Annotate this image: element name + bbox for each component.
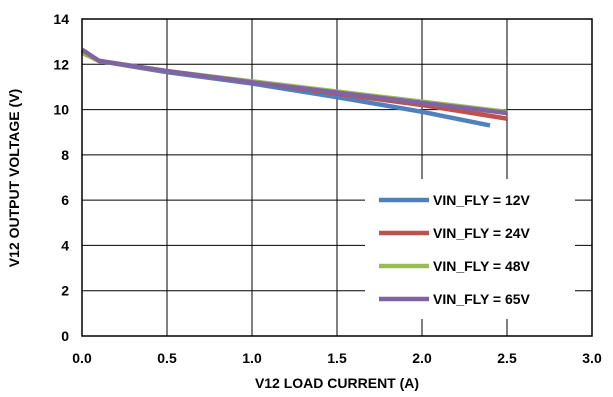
x-axis-title: V12 LOAD CURRENT (A)	[255, 375, 419, 391]
y-tick-label: 0	[61, 328, 69, 344]
x-tick-label: 2.0	[412, 350, 432, 366]
x-tick-label: 1.0	[242, 350, 262, 366]
x-tick-label: 3.0	[582, 350, 602, 366]
series-lines	[80, 47, 508, 128]
series-line-4	[80, 47, 508, 116]
legend-label-4: VIN_FLY = 65V	[433, 291, 531, 307]
y-tick-label: 4	[61, 237, 69, 253]
y-tick-label: 12	[53, 56, 69, 72]
y-axis-title: V12 OUTPUT VOLTAGE (V)	[6, 89, 22, 267]
x-tick-label: 1.5	[327, 350, 347, 366]
plot-border	[81, 18, 593, 337]
x-tick-label: 2.5	[497, 350, 517, 366]
legend-label-2: VIN_FLY = 24V	[433, 225, 531, 241]
y-tick-label: 6	[61, 192, 69, 208]
y-tick-label: 2	[61, 283, 69, 299]
y-tick-label: 8	[61, 147, 69, 163]
legend-label-3: VIN_FLY = 48V	[433, 258, 531, 274]
x-tick-label: 0.5	[157, 350, 177, 366]
x-tick-labels: 0.0 0.5 1.0 1.5 2.0 2.5 3.0	[72, 350, 602, 366]
legend-box	[365, 179, 575, 319]
y-tick-label: 14	[53, 11, 69, 27]
legend: VIN_FLY = 12V VIN_FLY = 24V VIN_FLY = 48V V…	[365, 179, 575, 319]
y-tick-label: 10	[53, 102, 69, 118]
y-tick-labels: 0 2 4 6 8 10 12 14	[53, 11, 69, 344]
legend-label-1: VIN_FLY = 12V	[433, 192, 531, 208]
x-tick-label: 0.0	[72, 350, 92, 366]
